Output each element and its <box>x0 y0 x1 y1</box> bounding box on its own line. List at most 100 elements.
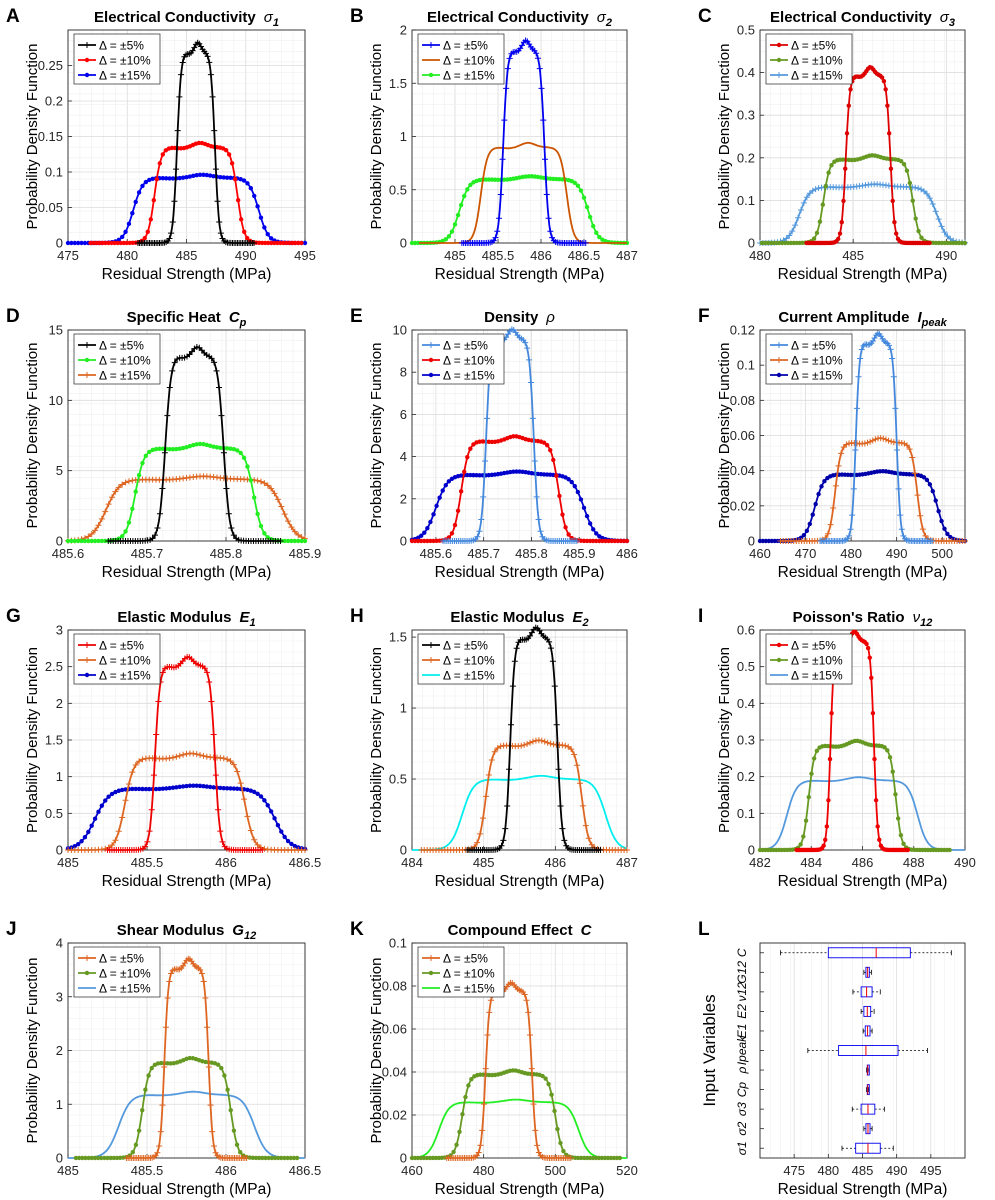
y-axis-label: Probability Density Function <box>24 343 41 529</box>
legend-entry: Δ = ±10% <box>99 354 151 368</box>
y-tick-label: 0.3 <box>737 733 755 748</box>
y-tick-label: 0 <box>748 534 755 549</box>
x-tick-label: 470 <box>795 546 817 561</box>
x-axis-label: Residual Strength (MPa) <box>778 1181 948 1198</box>
x-axis-label: Residual Strength (MPa) <box>778 266 948 283</box>
y-axis-label: Probability Density Function <box>368 647 385 833</box>
y-axis-label: Probability Density Function <box>716 343 733 529</box>
legend-entry: Δ = ±5% <box>791 339 836 353</box>
y-tick-label: 10 <box>393 323 407 338</box>
panel-K: 460 480 500 520 0 0.02 0.04 0.06 0.08 0.1 Residual… <box>350 919 638 1198</box>
panel-letter: B <box>350 6 364 27</box>
y-tick-label: 15 <box>49 323 63 338</box>
x-tick-label: 490 <box>886 546 908 561</box>
x-tick-label: 486 <box>852 855 874 870</box>
x-tick-label: 485.5 <box>482 248 515 263</box>
series-0 <box>804 65 932 246</box>
legend: Δ = ±5%Δ = ±10%Δ = ±15% <box>765 33 853 85</box>
legend-entry: Δ = ±15% <box>99 982 151 996</box>
y-axis-label: Probability Density Function <box>368 343 385 529</box>
x-tick-label: 460 <box>401 1163 423 1178</box>
y-tick-label: 3 <box>56 623 63 638</box>
series-line <box>68 1090 305 1159</box>
x-tick-label: 486 <box>530 248 552 263</box>
y-tick-label: 0.02 <box>382 1108 407 1123</box>
x-tick-label: 485.7 <box>131 546 164 561</box>
legend-entry: Δ = ±10% <box>791 54 843 68</box>
y-axis-label: Probability Density Function <box>24 44 41 230</box>
y-tick-label: 0 <box>56 534 63 549</box>
x-axis-label: Residual Strength (MPa) <box>435 266 605 283</box>
category-label: Ipeak <box>735 1035 749 1065</box>
chart-title: Elastic Modulus E1 <box>117 609 255 629</box>
x-tick-label: 480 <box>749 248 771 263</box>
x-axis-label: Residual Strength (MPa) <box>778 564 948 581</box>
x-tick-label: 486.5 <box>289 1163 322 1178</box>
y-tick-label: 0.1 <box>45 165 63 180</box>
x-tick-label: 485.6 <box>52 546 85 561</box>
x-axis-label: Residual Strength (MPa) <box>102 873 272 890</box>
y-tick-label: 1.5 <box>389 76 407 91</box>
x-tick-label: 480 <box>840 546 862 561</box>
legend-entry: Δ = ±5% <box>443 952 488 966</box>
x-tick-label: 490 <box>936 248 958 263</box>
panel-letter: A <box>6 6 20 27</box>
series-2 <box>65 473 308 544</box>
series-line <box>411 1098 627 1159</box>
x-tick-label: 500 <box>931 546 953 561</box>
x-tick-label: 486.5 <box>568 248 601 263</box>
box-6 <box>862 1025 873 1037</box>
y-tick-label: 3 <box>56 989 63 1004</box>
category-label: G12 <box>735 961 749 984</box>
y-axis-label: Probability Density Function <box>24 647 41 833</box>
panel-letter: D <box>6 306 20 327</box>
y-tick-label: 0.04 <box>730 463 755 478</box>
x-axis-label: Residual Strength (MPa) <box>778 873 948 890</box>
series-1 <box>418 737 630 853</box>
x-tick-label: 485.7 <box>467 546 500 561</box>
y-tick-label: 0.06 <box>382 1022 407 1037</box>
series-0 <box>794 629 911 853</box>
x-tick-label: 475 <box>57 248 79 263</box>
box-5 <box>807 1045 928 1056</box>
legend-entry: Δ = ±10% <box>99 54 151 68</box>
legend-entry: Δ = ±10% <box>443 54 495 68</box>
box-4 <box>866 1064 870 1076</box>
legend-entry: Δ = ±15% <box>443 669 495 683</box>
y-tick-label: 2 <box>56 696 63 711</box>
panel-letter: G <box>6 606 21 627</box>
panel-letter: K <box>350 919 364 940</box>
x-tick-label: 485 <box>473 855 495 870</box>
legend-entry: Δ = ±15% <box>443 982 495 996</box>
y-tick-label: 1.5 <box>45 733 63 748</box>
legend-entry: Δ = ±15% <box>791 369 843 383</box>
x-tick-label: 485 <box>842 248 864 263</box>
y-tick-label: 2 <box>400 491 407 506</box>
x-tick-label: 460 <box>749 546 771 561</box>
x-tick-label: 488 <box>903 855 925 870</box>
panel-letter: I <box>698 606 703 627</box>
legend-entry: Δ = ±15% <box>791 69 843 83</box>
chart-title: Electrical Conductivity σ1 <box>94 9 279 29</box>
panel-letter: C <box>698 6 712 27</box>
chart-title: Compound Effect C <box>448 922 593 939</box>
chart-title: Electrical Conductivity σ3 <box>770 9 955 29</box>
y-tick-label: 0 <box>56 1151 63 1166</box>
y-tick-label: 4 <box>56 936 63 951</box>
y-tick-label: 5 <box>56 463 63 478</box>
series-line <box>760 776 965 851</box>
legend: Δ = ±5%Δ = ±10%Δ = ±15% <box>765 333 853 385</box>
y-tick-label: 0.2 <box>737 769 755 784</box>
panel-L: 475 480 485 490 495 Residual Strength (MPa) In… <box>698 919 966 1198</box>
y-tick-label: 0.04 <box>382 1065 407 1080</box>
panel-B: 485 485.5 486 486.5 487 0 0.5 1 1.5 2 Residual Str… <box>350 6 638 283</box>
legend-entry: Δ = ±10% <box>791 354 843 368</box>
y-tick-label: 0 <box>56 236 63 251</box>
y-tick-label: 0.5 <box>389 182 407 197</box>
x-tick-label: 485 <box>176 248 198 263</box>
legend-entry: Δ = ±10% <box>443 654 495 668</box>
y-tick-label: 0.1 <box>737 358 755 373</box>
category-label: σ2 <box>735 1121 749 1135</box>
series-0 <box>123 955 250 1161</box>
